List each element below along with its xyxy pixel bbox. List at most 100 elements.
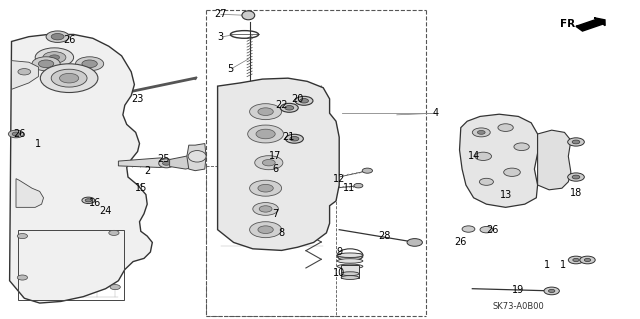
Ellipse shape: [498, 124, 513, 131]
Text: 5: 5: [227, 63, 234, 74]
Ellipse shape: [341, 272, 359, 276]
Ellipse shape: [479, 178, 493, 185]
Ellipse shape: [250, 104, 282, 120]
Ellipse shape: [60, 73, 79, 83]
Ellipse shape: [110, 285, 120, 290]
Text: 1: 1: [35, 138, 42, 149]
Ellipse shape: [46, 31, 69, 42]
Ellipse shape: [290, 137, 299, 141]
Ellipse shape: [188, 151, 206, 162]
Ellipse shape: [477, 130, 485, 134]
Text: 27: 27: [214, 9, 227, 19]
Ellipse shape: [18, 69, 31, 75]
Ellipse shape: [256, 129, 275, 139]
FancyArrow shape: [576, 18, 605, 31]
Ellipse shape: [242, 11, 255, 20]
Text: 26: 26: [486, 225, 499, 235]
Ellipse shape: [250, 222, 282, 238]
Text: 10: 10: [333, 268, 346, 278]
Ellipse shape: [407, 239, 422, 246]
Ellipse shape: [572, 175, 580, 179]
Ellipse shape: [568, 256, 584, 264]
Text: 28: 28: [378, 231, 390, 241]
Ellipse shape: [568, 138, 584, 146]
Ellipse shape: [259, 206, 272, 212]
Text: 3: 3: [218, 32, 224, 42]
Text: 8: 8: [278, 228, 285, 238]
Ellipse shape: [12, 132, 20, 136]
Ellipse shape: [568, 173, 584, 181]
Text: 15: 15: [134, 183, 147, 193]
Ellipse shape: [341, 276, 359, 279]
Ellipse shape: [82, 60, 97, 68]
Ellipse shape: [462, 226, 475, 232]
Ellipse shape: [51, 33, 64, 40]
Ellipse shape: [285, 134, 303, 143]
Text: 22: 22: [275, 100, 288, 110]
Text: 7: 7: [272, 209, 278, 219]
Ellipse shape: [480, 226, 493, 233]
Ellipse shape: [262, 160, 275, 166]
Ellipse shape: [43, 52, 66, 63]
Ellipse shape: [504, 168, 520, 176]
Polygon shape: [12, 61, 38, 89]
Bar: [341, 265, 359, 278]
Ellipse shape: [8, 130, 24, 138]
Ellipse shape: [258, 108, 273, 115]
Ellipse shape: [572, 140, 580, 144]
Ellipse shape: [40, 64, 98, 93]
Text: 13: 13: [499, 189, 512, 200]
Text: 6: 6: [272, 164, 278, 174]
Text: 20: 20: [291, 94, 304, 104]
Polygon shape: [218, 78, 339, 250]
Ellipse shape: [472, 128, 490, 137]
Polygon shape: [10, 34, 152, 303]
Polygon shape: [16, 179, 44, 207]
Ellipse shape: [250, 180, 282, 196]
Ellipse shape: [82, 197, 95, 204]
Ellipse shape: [285, 106, 294, 110]
Ellipse shape: [337, 259, 363, 263]
Polygon shape: [187, 144, 206, 171]
Polygon shape: [118, 158, 170, 167]
Polygon shape: [170, 153, 200, 169]
Ellipse shape: [258, 184, 273, 192]
Text: SK73-A0B00: SK73-A0B00: [493, 302, 544, 311]
Ellipse shape: [85, 199, 92, 202]
Ellipse shape: [573, 258, 579, 262]
Ellipse shape: [295, 96, 313, 105]
Ellipse shape: [163, 161, 170, 165]
Ellipse shape: [253, 203, 278, 215]
Text: 1: 1: [544, 260, 550, 270]
Ellipse shape: [258, 226, 273, 234]
Ellipse shape: [544, 287, 559, 295]
Ellipse shape: [51, 69, 87, 87]
Ellipse shape: [514, 143, 529, 151]
Ellipse shape: [354, 183, 363, 188]
Text: 24: 24: [99, 205, 112, 216]
Ellipse shape: [362, 168, 372, 173]
Text: 4: 4: [432, 108, 438, 118]
Text: 23: 23: [131, 94, 144, 104]
Ellipse shape: [76, 57, 104, 71]
Polygon shape: [460, 114, 538, 207]
Ellipse shape: [248, 125, 284, 143]
Polygon shape: [538, 130, 571, 190]
Text: 25: 25: [157, 154, 170, 165]
Text: 11: 11: [342, 183, 355, 193]
Text: 2: 2: [144, 166, 150, 176]
Ellipse shape: [109, 230, 119, 235]
Text: 26: 26: [13, 129, 26, 139]
Bar: [18, 230, 124, 300]
Ellipse shape: [49, 55, 60, 60]
Ellipse shape: [35, 48, 74, 67]
Text: 17: 17: [269, 151, 282, 161]
Text: 14: 14: [467, 151, 480, 161]
Ellipse shape: [580, 256, 595, 264]
Ellipse shape: [17, 275, 28, 280]
Text: 21: 21: [282, 132, 294, 142]
Ellipse shape: [159, 159, 174, 168]
Text: 26: 26: [63, 35, 76, 45]
Ellipse shape: [255, 156, 283, 170]
Text: 18: 18: [570, 188, 582, 198]
